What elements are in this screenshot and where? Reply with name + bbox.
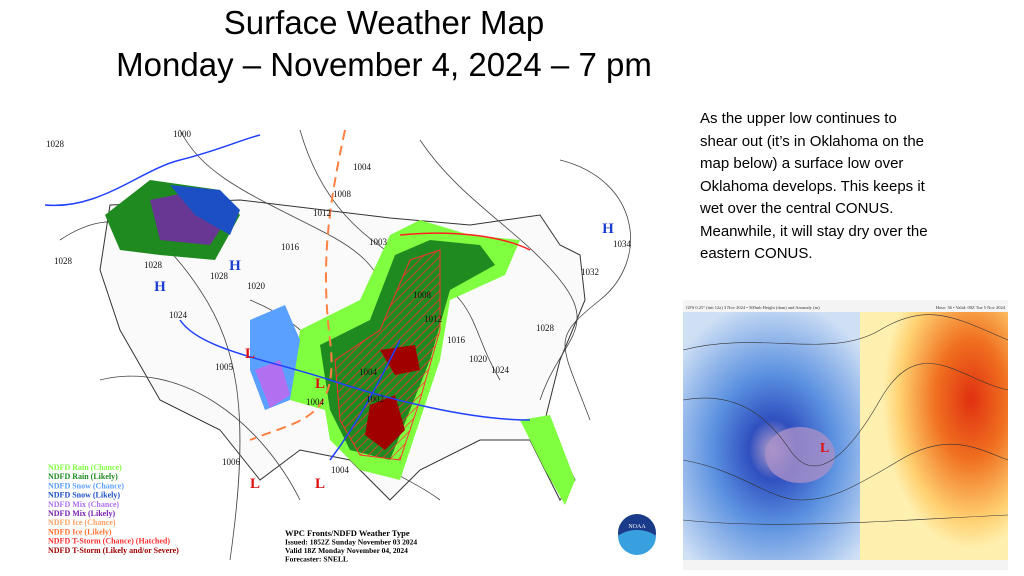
isobar-label: 1006	[222, 457, 241, 467]
isobar-label: 1004	[359, 367, 378, 377]
description-line: map below) a surface low over	[700, 155, 904, 172]
info-line: Forecaster: SNELL	[285, 555, 348, 564]
description: As the upper low continues to shear out (…	[700, 108, 928, 266]
inset-footer	[683, 560, 1008, 570]
description-line: Meanwhile, it will stay dry over the	[700, 222, 928, 240]
inset-ridge	[860, 312, 1008, 562]
warm-front	[399, 232, 531, 251]
legend-entry: NDFD Ice (Likely)	[48, 527, 112, 536]
legend-entry: NDFD Rain (Likely)	[48, 472, 118, 481]
legend-entry: NDFD Snow (Likely)	[48, 491, 120, 500]
description-line: shear out (it’s in Oklahoma on the	[700, 132, 925, 150]
description-line: Oklahoma develops. This keeps it	[700, 177, 925, 195]
isobar-label: 1004	[353, 162, 372, 172]
trough	[249, 129, 346, 441]
isobar-label: 1028	[536, 323, 555, 333]
high-pressure: H	[154, 279, 166, 295]
isobar-label: 1016	[281, 242, 300, 252]
inset-contours	[682, 314, 1009, 525]
low-pressure: L	[245, 346, 255, 362]
title-line: Monday – November 4, 2024 – 7 pm	[116, 46, 652, 83]
stationary-front	[179, 319, 531, 421]
legend-entry: NDFD T-Storm (Chance) (Hatched)	[48, 537, 170, 546]
title-line: Surface Weather Map	[223, 4, 545, 41]
info-line: WPC Fronts/NDFD Weather Type	[285, 528, 410, 538]
isobar-label: 1004	[306, 397, 325, 407]
info-line: Valid 18Z Monday November 04, 2024	[285, 546, 408, 555]
inset-header-right: Hour: 36 • Valid: 00Z Tue 5 Nov 2024	[936, 305, 1006, 310]
inset-low: L	[820, 441, 829, 456]
isobar-label: 1003	[369, 237, 388, 247]
high-pressure: H	[229, 258, 241, 274]
description-line: As the upper low continues to	[700, 110, 897, 127]
isobar-label: 1032	[581, 267, 599, 277]
isobar-label: 1016	[447, 335, 466, 345]
snow-likely	[170, 185, 240, 235]
mix-chance	[255, 360, 290, 408]
isobar-label: 1034	[613, 239, 632, 249]
isobar-label: 1028	[46, 139, 65, 149]
legend-entry: NDFD Rain (Chance)	[48, 463, 122, 472]
legend-entry: NDFD Snow (Chance)	[48, 481, 124, 490]
legend-entry: NDFD Ice (Chance)	[48, 518, 116, 527]
isobar-label: 1000	[173, 129, 192, 139]
isobar-label: 1020	[469, 354, 488, 364]
low-pressure: L	[315, 476, 325, 492]
description-line: wet over the central CONUS.	[700, 200, 894, 217]
legend-entry: NDFD Mix (Chance)	[48, 500, 119, 509]
isobar-label: 1005	[215, 362, 234, 372]
tstorm-likely	[365, 395, 405, 450]
inset-header	[683, 300, 1008, 312]
isobar-label: 1008	[413, 290, 432, 300]
legend-entry: NDFD Mix (Likely)	[48, 509, 115, 518]
isobar-label: 1012	[313, 208, 331, 218]
inset-low-core	[765, 427, 835, 483]
low-pressure: L	[315, 376, 325, 392]
isobar-label: 1004	[331, 465, 350, 475]
logo-wave	[618, 530, 656, 555]
rain-chance	[520, 415, 575, 505]
description-line: eastern CONUS.	[700, 245, 813, 262]
inset-header-left: GFS 0.25° (init 12z) 3 Nov 2024 • 500mb …	[686, 305, 820, 310]
isobar-label: 1002	[366, 394, 384, 404]
high-pressure: H	[602, 221, 614, 237]
isobar-label: 1024	[169, 310, 188, 320]
isobar-label: 1012	[424, 314, 442, 324]
isobar-label: 1020	[247, 281, 266, 291]
isobar-label: 1024	[491, 365, 510, 375]
legend-entry: NDFD T-Storm (Likely and/or Severe)	[48, 546, 179, 555]
cold-front	[44, 134, 261, 207]
low-pressure: L	[250, 476, 260, 492]
info-line: Issued: 1852Z Sunday November 03 2024	[285, 538, 417, 547]
tstorm-likely	[380, 345, 420, 375]
isobar-label: 1028	[144, 260, 163, 270]
isobar-label: 1028	[54, 256, 73, 266]
isobar-label: 1008	[333, 189, 352, 199]
logo-text: NOAA	[628, 524, 646, 530]
cold-front	[329, 339, 401, 461]
isobar-label: 1028	[210, 271, 229, 281]
